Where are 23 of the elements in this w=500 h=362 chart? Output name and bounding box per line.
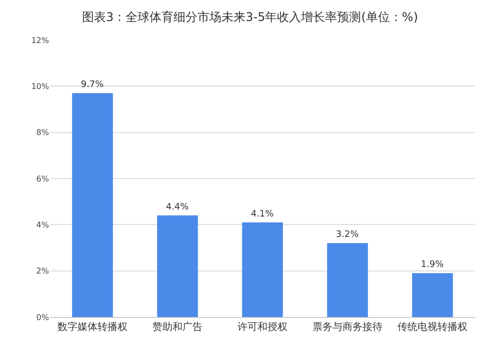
data-label: 4.4% xyxy=(166,202,190,212)
y-tick-label: 8% xyxy=(36,128,50,138)
y-tick-label: 2% xyxy=(36,266,50,276)
x-tick-label: 许可和授权 xyxy=(238,321,288,333)
x-tick-label: 赞助和广告 xyxy=(152,321,202,333)
bar xyxy=(327,243,368,317)
x-tick-label: 数字媒体转播权 xyxy=(58,321,128,333)
data-label: 9.7% xyxy=(80,80,104,90)
y-tick-label: 4% xyxy=(36,220,50,230)
bar xyxy=(412,273,453,317)
y-tick-label: 12% xyxy=(31,36,50,45)
chart-title: 图表3：全球体育细分市场未来3-5年收入增长率预测(单位：%) xyxy=(82,10,418,24)
bar xyxy=(72,93,113,317)
y-tick-label: 10% xyxy=(31,82,50,91)
data-label: 4.1% xyxy=(250,209,274,220)
data-label: 1.9% xyxy=(420,260,444,270)
bar xyxy=(242,222,283,317)
x-tick-label: 传统电视转播权 xyxy=(398,321,468,333)
y-tick-label: 0% xyxy=(36,312,50,322)
bar xyxy=(157,215,198,317)
data-label: 3.2% xyxy=(336,230,360,240)
y-tick-label: 6% xyxy=(36,174,50,184)
x-tick-label: 票务与商务接待 xyxy=(312,321,382,333)
